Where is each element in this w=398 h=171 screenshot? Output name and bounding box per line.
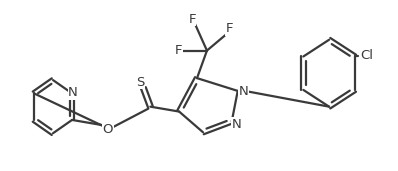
Text: F: F: [188, 13, 196, 26]
Text: N: N: [239, 85, 249, 98]
Text: F: F: [174, 44, 182, 57]
Text: S: S: [136, 76, 144, 89]
Text: O: O: [102, 123, 113, 136]
Text: F: F: [226, 22, 234, 35]
Text: N: N: [68, 86, 78, 99]
Text: N: N: [232, 118, 242, 131]
Text: Cl: Cl: [360, 49, 373, 62]
